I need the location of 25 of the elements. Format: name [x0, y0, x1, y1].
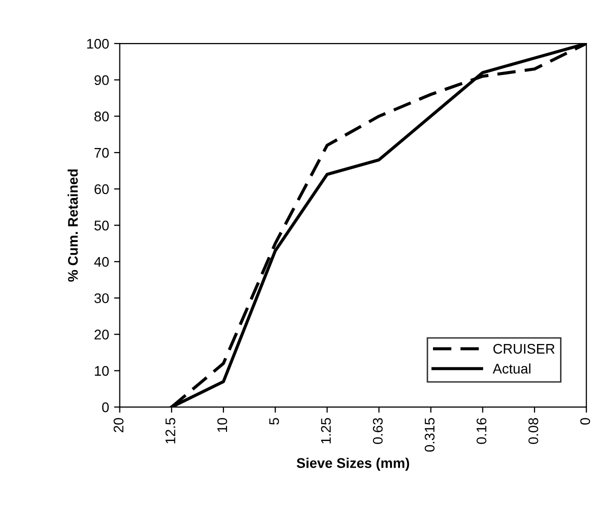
x-tick-label: 10 [217, 418, 228, 432]
y-tick-label: 50 [94, 220, 109, 230]
x-tick-label: 12.5 [165, 418, 176, 444]
y-tick-label: 30 [94, 293, 109, 304]
y-axis-title: % Cum. Retained [68, 169, 78, 282]
x-tick-label: 5 [269, 418, 280, 425]
x-axis-title: Sieve Sizes (mm) [296, 458, 410, 471]
x-tick-label: 0.08 [528, 418, 538, 444]
y-tick-label: 20 [94, 330, 109, 340]
y-tick-label: 10 [94, 366, 109, 376]
x-tick-label: 0.63 [372, 418, 383, 444]
y-tick-label: 0 [102, 402, 109, 412]
y-tick-label: 90 [94, 75, 109, 86]
x-tick-label: 0 [580, 418, 590, 425]
x-tick-label: 0.16 [476, 418, 486, 444]
y-tick-label: 60 [94, 184, 109, 194]
y-tick-label: 100 [87, 38, 109, 49]
x-tick-label: 20 [114, 418, 124, 432]
x-tick-label: 0.315 [424, 418, 435, 452]
legend-label: Actual [492, 363, 530, 374]
legend-label: CRUISER [493, 344, 555, 354]
y-tick-label: 40 [94, 256, 109, 267]
x-tick-label: 1.25 [321, 418, 331, 444]
y-tick-label: 80 [94, 112, 109, 122]
y-tick-label: 70 [94, 148, 109, 158]
